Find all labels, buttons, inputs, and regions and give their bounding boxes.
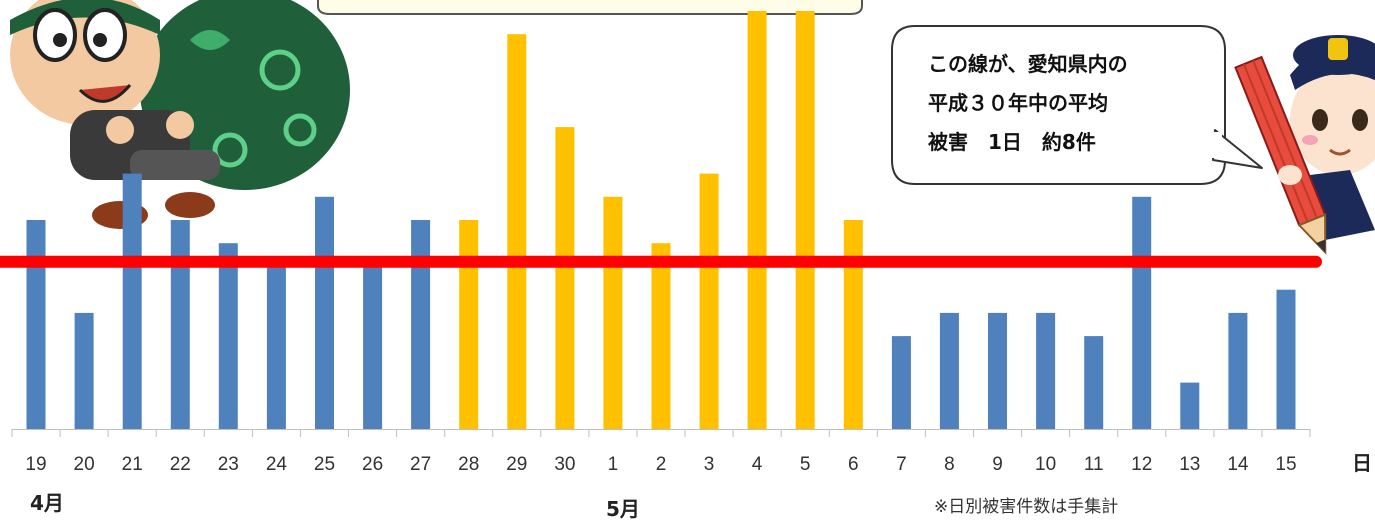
x-tick-label: 8 [944, 454, 955, 475]
month-label-april: 4月 [30, 491, 64, 515]
bar-2 [651, 243, 671, 429]
speech-bubble: この線が、愛知県内の 平成３０年中の平均 被害 1日 約8件 [891, 25, 1263, 185]
bar-13 [1180, 382, 1200, 429]
bar-7 [891, 336, 911, 429]
x-tick-label: 15 [1275, 454, 1296, 475]
bar-15 [1276, 289, 1296, 429]
x-tick-label: 24 [266, 454, 288, 475]
x-tick-label: 14 [1227, 454, 1249, 475]
bar-26 [363, 266, 383, 429]
x-tick-label: 27 [410, 454, 431, 475]
bar-10 [1036, 312, 1056, 429]
bar-11 [1084, 336, 1104, 429]
x-tick-label: 1 [608, 454, 619, 475]
bar-30 [555, 127, 575, 429]
x-tick-label: 11 [1084, 454, 1104, 475]
top-speech-bubble [317, 0, 863, 15]
bar-27 [411, 220, 431, 429]
bar-5 [795, 11, 815, 429]
x-tick-label: 26 [362, 454, 383, 475]
x-axis-label: 日 [1352, 451, 1372, 475]
x-tick-label: 21 [122, 454, 143, 475]
bar-20 [74, 312, 94, 429]
bar-14 [1228, 312, 1248, 429]
bubble-line-3: 被害 1日 約8件 [928, 130, 1096, 154]
x-tick-label: 6 [848, 454, 859, 475]
bubble-line-2: 平成３０年中の平均 [928, 91, 1108, 115]
x-tick-label: 22 [170, 454, 191, 475]
x-tick-label: 23 [218, 454, 239, 475]
bubble-line-1: この線が、愛知県内の [928, 52, 1128, 76]
x-tick-label: 12 [1131, 454, 1152, 475]
bar-25 [315, 196, 334, 429]
bar-1 [603, 196, 623, 429]
bar-4 [747, 11, 767, 429]
x-tick-label: 25 [314, 454, 335, 475]
month-label-may: 5月 [606, 497, 640, 521]
x-tick-label: 2 [656, 454, 667, 475]
x-tick-label: 4 [752, 454, 763, 475]
x-tick-label: 20 [74, 454, 95, 475]
x-tick-label: 3 [704, 454, 715, 475]
bar-23 [218, 243, 238, 429]
x-tick-label: 29 [506, 454, 527, 475]
bar-28 [459, 220, 479, 429]
bar-22 [170, 220, 190, 429]
data-note: ※日別被害件数は手集計 [934, 497, 1118, 517]
x-tick-label: 9 [992, 454, 1003, 475]
x-axis: 19 20 21 22 23 24 25 26 27 28 29 30 1 2 3 4 5 6 7 8 9 10 11 12 1… [11, 429, 1311, 475]
bar-6 [843, 220, 863, 429]
x-tick-label: 7 [896, 454, 907, 475]
x-tick-label: 5 [800, 454, 811, 475]
bar-24 [266, 266, 286, 429]
x-tick-label: 28 [458, 454, 479, 475]
x-tick-label: 30 [554, 454, 575, 475]
bar-9 [988, 312, 1007, 429]
thief-mascot-illustration [10, 0, 350, 229]
x-tick-label: 19 [25, 454, 46, 475]
bar-12 [1132, 196, 1152, 429]
x-tick-label: 10 [1035, 454, 1056, 475]
bars-group [26, 11, 1296, 429]
bar-29 [507, 34, 527, 429]
bar-3 [699, 173, 719, 429]
bar-21 [122, 173, 142, 429]
bar-8 [939, 312, 959, 429]
x-tick-label: 13 [1179, 454, 1200, 475]
police-mascot-illustration [1234, 35, 1375, 255]
bar-19 [26, 220, 46, 429]
